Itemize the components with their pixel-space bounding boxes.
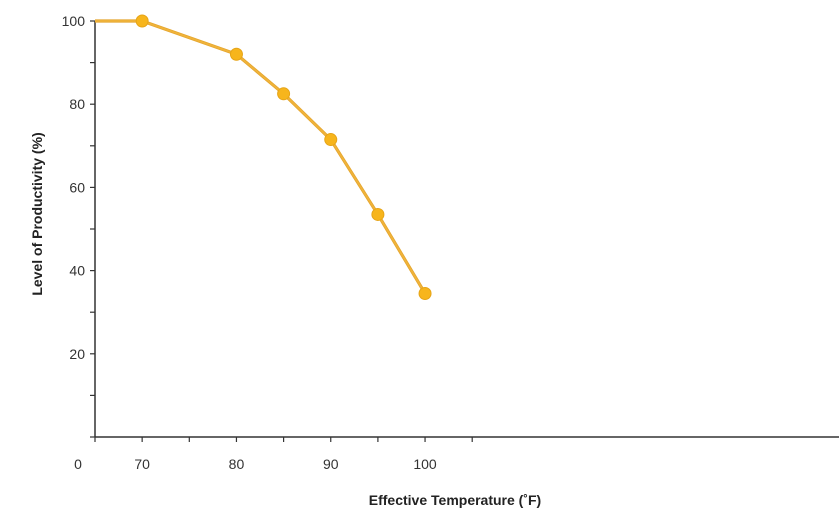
axes xyxy=(94,21,839,438)
data-point xyxy=(371,207,385,221)
data-point xyxy=(418,286,432,300)
series xyxy=(95,14,432,300)
x-axis-title: Effective Temperature (˚F) xyxy=(369,492,541,508)
y-tick-label: 60 xyxy=(69,179,85,195)
x-tick-label: 100 xyxy=(413,456,437,472)
ticks: 20 40 60 80 100 0 70 80 90 100 xyxy=(62,13,473,472)
y-tick-label: 100 xyxy=(62,13,86,29)
y-tick-label: 40 xyxy=(69,263,85,279)
y-tick-label: 20 xyxy=(69,346,85,362)
x-tick-label: 0 xyxy=(74,456,82,472)
data-point xyxy=(135,14,149,28)
series-line-outline xyxy=(95,19,427,295)
data-point xyxy=(277,87,291,101)
y-tick-label: 80 xyxy=(69,96,85,112)
y-axis-title: Level of Productivity (%) xyxy=(29,132,45,295)
data-point xyxy=(324,133,338,147)
data-point xyxy=(229,47,243,61)
x-tick-label: 70 xyxy=(134,456,150,472)
x-tick-label: 90 xyxy=(323,456,339,472)
series-line xyxy=(95,20,426,294)
x-tick-label: 80 xyxy=(229,456,245,472)
